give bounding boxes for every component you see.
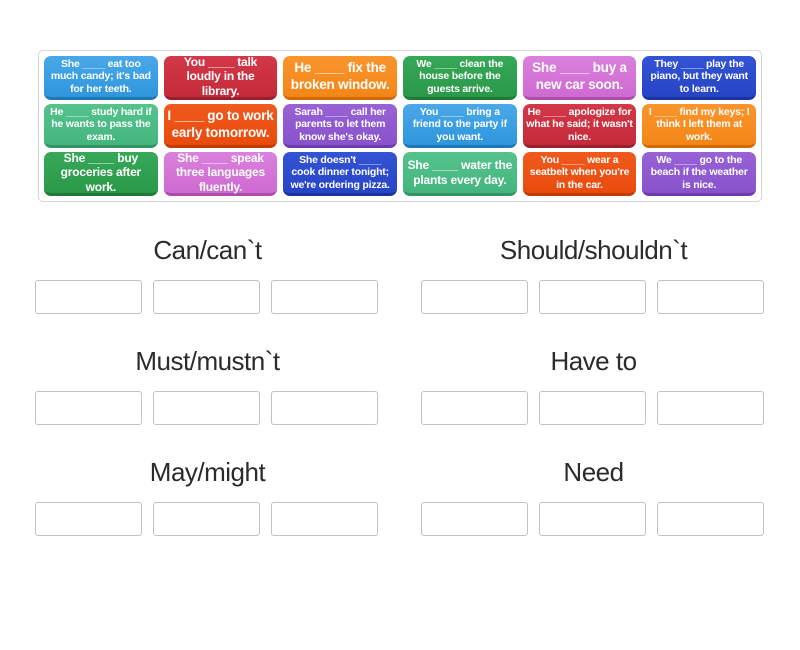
tile-text: We ____ go to the beach if the weather i… — [650, 153, 748, 191]
tile-text: I ____ go to work early tomorrow. — [167, 108, 274, 140]
tile-text: He ____ fix the broken window. — [290, 60, 390, 92]
draggable-tile[interactable]: He ____ apologize for what he said; it w… — [522, 104, 637, 148]
drop-slot[interactable] — [153, 391, 260, 425]
drop-slot[interactable] — [657, 391, 764, 425]
tile-text: He ____ apologize for what he said; it w… — [526, 105, 633, 143]
drop-slot[interactable] — [35, 280, 142, 314]
group-sort-activity: She ____ eat too much candy; it's bad fo… — [0, 50, 800, 536]
draggable-tile[interactable]: He ____ study hard if he wants to pass t… — [44, 104, 158, 148]
draggable-tile[interactable]: We ____ go to the beach if the weather i… — [642, 152, 756, 196]
drop-slot[interactable] — [421, 502, 528, 536]
group-heading: Can/can`t — [153, 235, 262, 265]
tile-text: We ____ clean the house before the guest… — [416, 57, 504, 95]
group-must-mustn-t: Must/mustn`t — [35, 346, 380, 425]
drop-slot[interactable] — [153, 280, 260, 314]
slot-row — [35, 502, 380, 536]
tile-text: He ____ study hard if he wants to pass t… — [50, 105, 152, 143]
tile-text: I ____ find my keys; I think I left them… — [648, 105, 750, 143]
draggable-tile[interactable]: You ____ wear a seatbelt when you're in … — [522, 152, 637, 196]
draggable-tile[interactable]: She doesn't ____ cook dinner tonight; we… — [283, 152, 397, 196]
group-should-shouldn-t: Should/shouldn`t — [421, 235, 766, 314]
drop-slot[interactable] — [539, 280, 646, 314]
category-groups: Can/can`t Should/shouldn`t Must/mustn`t Hav… — [35, 235, 766, 536]
slot-row — [35, 280, 380, 314]
slot-row — [421, 280, 766, 314]
drop-slot[interactable] — [657, 502, 764, 536]
drop-slot[interactable] — [657, 280, 764, 314]
tile-bank: She ____ eat too much candy; it's bad fo… — [38, 50, 762, 202]
group-heading: Must/mustn`t — [135, 346, 280, 376]
slot-row — [421, 502, 766, 536]
group-have-to: Have to — [421, 346, 766, 425]
group-heading: May/might — [149, 457, 266, 487]
tile-text: She ____ buy a new car soon. — [532, 60, 627, 92]
tile-text: She doesn't ____ cook dinner tonight; we… — [290, 153, 390, 191]
draggable-tile[interactable]: Sarah ____ call her parents to let them … — [283, 104, 397, 148]
drop-slot[interactable] — [271, 391, 378, 425]
group-heading: Have to — [550, 346, 637, 376]
draggable-tile[interactable]: They ____ play the piano, but they want … — [642, 56, 756, 100]
drop-slot[interactable] — [421, 391, 528, 425]
group-can-can-t: Can/can`t — [35, 235, 380, 314]
tile-text: She ____ buy groceries after work. — [60, 150, 142, 194]
drop-slot[interactable] — [35, 502, 142, 536]
draggable-tile[interactable]: She ____ speak three languages fluently. — [163, 150, 278, 196]
slot-row — [421, 391, 766, 425]
group-heading: Should/shouldn`t — [499, 235, 688, 265]
drop-slot[interactable] — [421, 280, 528, 314]
draggable-tile[interactable]: She ____ eat too much candy; it's bad fo… — [44, 56, 158, 100]
slot-row — [35, 391, 380, 425]
tile-text: She ____ speak three languages fluently. — [175, 150, 265, 194]
draggable-tile[interactable]: She ____ buy groceries after work. — [44, 150, 158, 196]
tile-text: She ____ eat too much candy; it's bad fo… — [50, 57, 151, 95]
tile-text: They ____ play the piano, but they want … — [650, 57, 748, 95]
tile-text: You ____ wear a seatbelt when you're in … — [529, 153, 630, 191]
draggable-tile[interactable]: I ____ go to work early tomorrow. — [163, 104, 278, 148]
tile-text: You ____ talk loudly in the library. — [183, 54, 258, 98]
drop-slot[interactable] — [35, 391, 142, 425]
draggable-tile[interactable]: She ____ water the plants every day. — [402, 152, 517, 196]
draggable-tile[interactable]: You ____ talk loudly in the library. — [163, 54, 278, 100]
tile-text: You ____ bring a friend to the party if … — [412, 105, 507, 143]
drop-slot[interactable] — [539, 391, 646, 425]
drop-slot[interactable] — [271, 502, 378, 536]
draggable-tile[interactable]: You ____ bring a friend to the party if … — [402, 104, 517, 148]
draggable-tile[interactable]: He ____ fix the broken window. — [283, 56, 397, 100]
drop-slot[interactable] — [539, 502, 646, 536]
drop-slot[interactable] — [153, 502, 260, 536]
draggable-tile[interactable]: We ____ clean the house before the guest… — [402, 56, 517, 100]
group-need: Need — [421, 457, 766, 536]
tile-text: Sarah ____ call her parents to let them … — [294, 105, 386, 143]
drop-slot[interactable] — [271, 280, 378, 314]
draggable-tile[interactable]: She ____ buy a new car soon. — [522, 56, 637, 100]
tile-text: She ____ water the plants every day. — [407, 158, 513, 187]
group-may-might: May/might — [35, 457, 380, 536]
group-heading: Need — [563, 457, 624, 487]
draggable-tile[interactable]: I ____ find my keys; I think I left them… — [642, 104, 756, 148]
